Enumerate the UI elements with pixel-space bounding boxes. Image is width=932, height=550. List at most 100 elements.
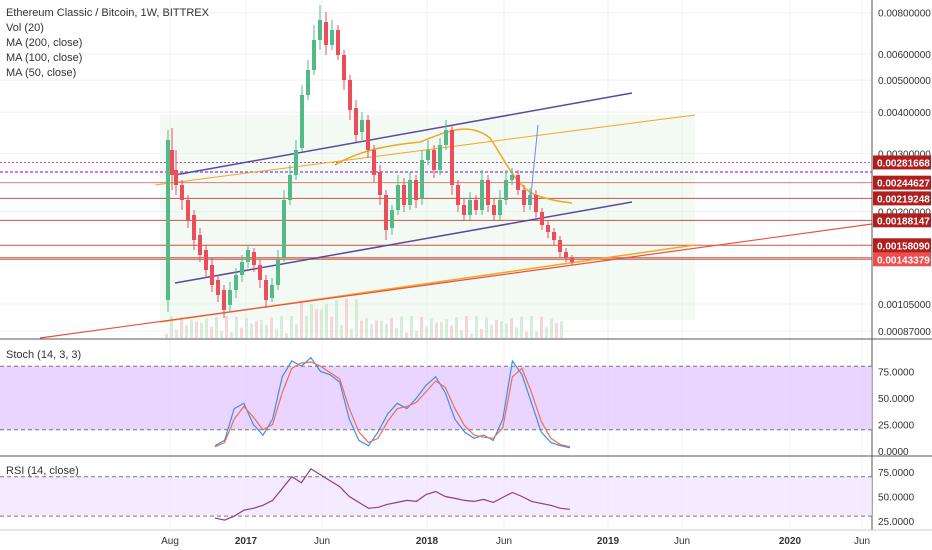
y-tick-label: 0.00105000: [878, 300, 931, 311]
volume-bar: [170, 316, 173, 338]
volume-bar: [430, 318, 433, 338]
candle-body: [222, 290, 226, 310]
volume-bar: [355, 299, 358, 338]
volume-bar: [210, 326, 213, 338]
candle-body: [198, 235, 202, 255]
legend-ma100: MA (100, close): [6, 52, 83, 64]
price-tag: [873, 238, 931, 253]
price-tag: [873, 213, 931, 228]
red-trend-line: [39, 223, 873, 339]
candle-body: [300, 95, 304, 148]
x-tick-label: Jun: [314, 536, 330, 547]
stoch-line-k: [214, 356, 571, 449]
candle-body: [516, 175, 520, 190]
rsi-tick: 25.0000: [878, 517, 915, 528]
y-tick-label: 0.00500000: [878, 76, 931, 87]
channel-lower: [174, 201, 633, 284]
candle-body: [216, 280, 220, 295]
volume-bar: [400, 316, 403, 338]
volume-bar: [365, 317, 368, 338]
legend-ma50: MA (50, close): [6, 67, 77, 79]
chart-title: Ethereum Classic / Bitcoin, 1W, BITTREX: [6, 7, 209, 19]
x-tick-label: 2018: [416, 536, 439, 547]
volume-bar: [220, 331, 223, 338]
volume-bar: [390, 317, 393, 338]
candle-body: [426, 150, 430, 160]
price-tag-label: 0.00143379: [877, 255, 930, 266]
volume-bar: [535, 331, 538, 338]
candle-body: [468, 200, 472, 215]
candle-body: [456, 185, 460, 205]
stoch-title: Stoch (14, 3, 3): [6, 349, 82, 361]
candle-body: [492, 205, 496, 215]
candle-body: [294, 150, 298, 175]
candle-body: [180, 185, 184, 200]
chart-legend: Ethereum Classic / Bitcoin, 1W, BITTREX …: [6, 6, 209, 81]
candle-body: [252, 252, 256, 265]
volume-bar: [215, 316, 218, 338]
candle-body: [366, 120, 370, 150]
volume-bar: [350, 328, 353, 338]
volume-bar: [495, 319, 498, 338]
legend-vol: Vol (20): [6, 22, 44, 34]
y-tick-label: 0.00087000: [878, 327, 931, 338]
candle-body: [432, 150, 436, 170]
volume-bar: [460, 329, 463, 338]
stoch-tick: 25.0000: [878, 421, 915, 432]
spike-wick: [529, 124, 539, 206]
rsi-line-rsi: [214, 468, 571, 521]
volume-bar: [405, 332, 408, 338]
candle-body: [342, 55, 346, 80]
candle-body: [270, 285, 274, 298]
volume-bar: [305, 315, 308, 338]
volume-bar: [255, 320, 258, 338]
candle-body: [234, 275, 238, 290]
legend-ma200: MA (200, close): [6, 37, 83, 49]
volume-bar: [510, 318, 513, 338]
candle-body: [258, 265, 262, 280]
stoch-tick: 0.0000: [878, 447, 909, 458]
price-tag: [873, 175, 931, 190]
volume-bar: [525, 331, 528, 338]
volume-bar: [440, 321, 443, 338]
candle-body: [228, 290, 232, 305]
candle-body: [462, 205, 466, 215]
candle-body: [390, 210, 394, 228]
rsi-band: [0, 476, 872, 517]
volume-bar: [470, 333, 473, 338]
volume-bar: [560, 321, 563, 338]
volume-bar: [200, 322, 203, 338]
volume-bar: [375, 320, 378, 338]
volume-bar: [370, 324, 373, 338]
rsi-legend: RSI (14, close): [6, 464, 79, 479]
candle-body: [240, 262, 244, 275]
volume-bar: [385, 323, 388, 338]
candle-body: [510, 175, 514, 180]
volume-bar: [435, 322, 438, 338]
volume-bar: [505, 323, 508, 338]
candle-body: [546, 225, 550, 232]
candle-body: [318, 20, 322, 40]
volume-bar: [530, 316, 533, 338]
volume-bar: [265, 324, 268, 338]
volume-bar: [320, 309, 323, 338]
x-tick-label: 2020: [779, 536, 802, 547]
volume-bar: [235, 316, 238, 338]
price-tag-label: 0.00244627: [877, 179, 930, 190]
candle-body: [564, 252, 568, 258]
stoch-tick: 75.0000: [878, 368, 915, 379]
volume-bar: [285, 333, 288, 338]
orange-trend-upper: [154, 114, 696, 186]
volume-bar: [270, 317, 273, 338]
volume-bar: [480, 328, 483, 338]
volume-bar: [450, 325, 453, 338]
price-tag-label: 0.00281668: [877, 158, 930, 169]
moving-average: [334, 128, 573, 204]
candle-body: [372, 150, 376, 175]
volume-bar: [500, 321, 503, 338]
volume-bar: [490, 324, 493, 338]
candle-body: [570, 258, 574, 262]
candle-body: [288, 175, 292, 200]
candle-body: [420, 160, 424, 198]
